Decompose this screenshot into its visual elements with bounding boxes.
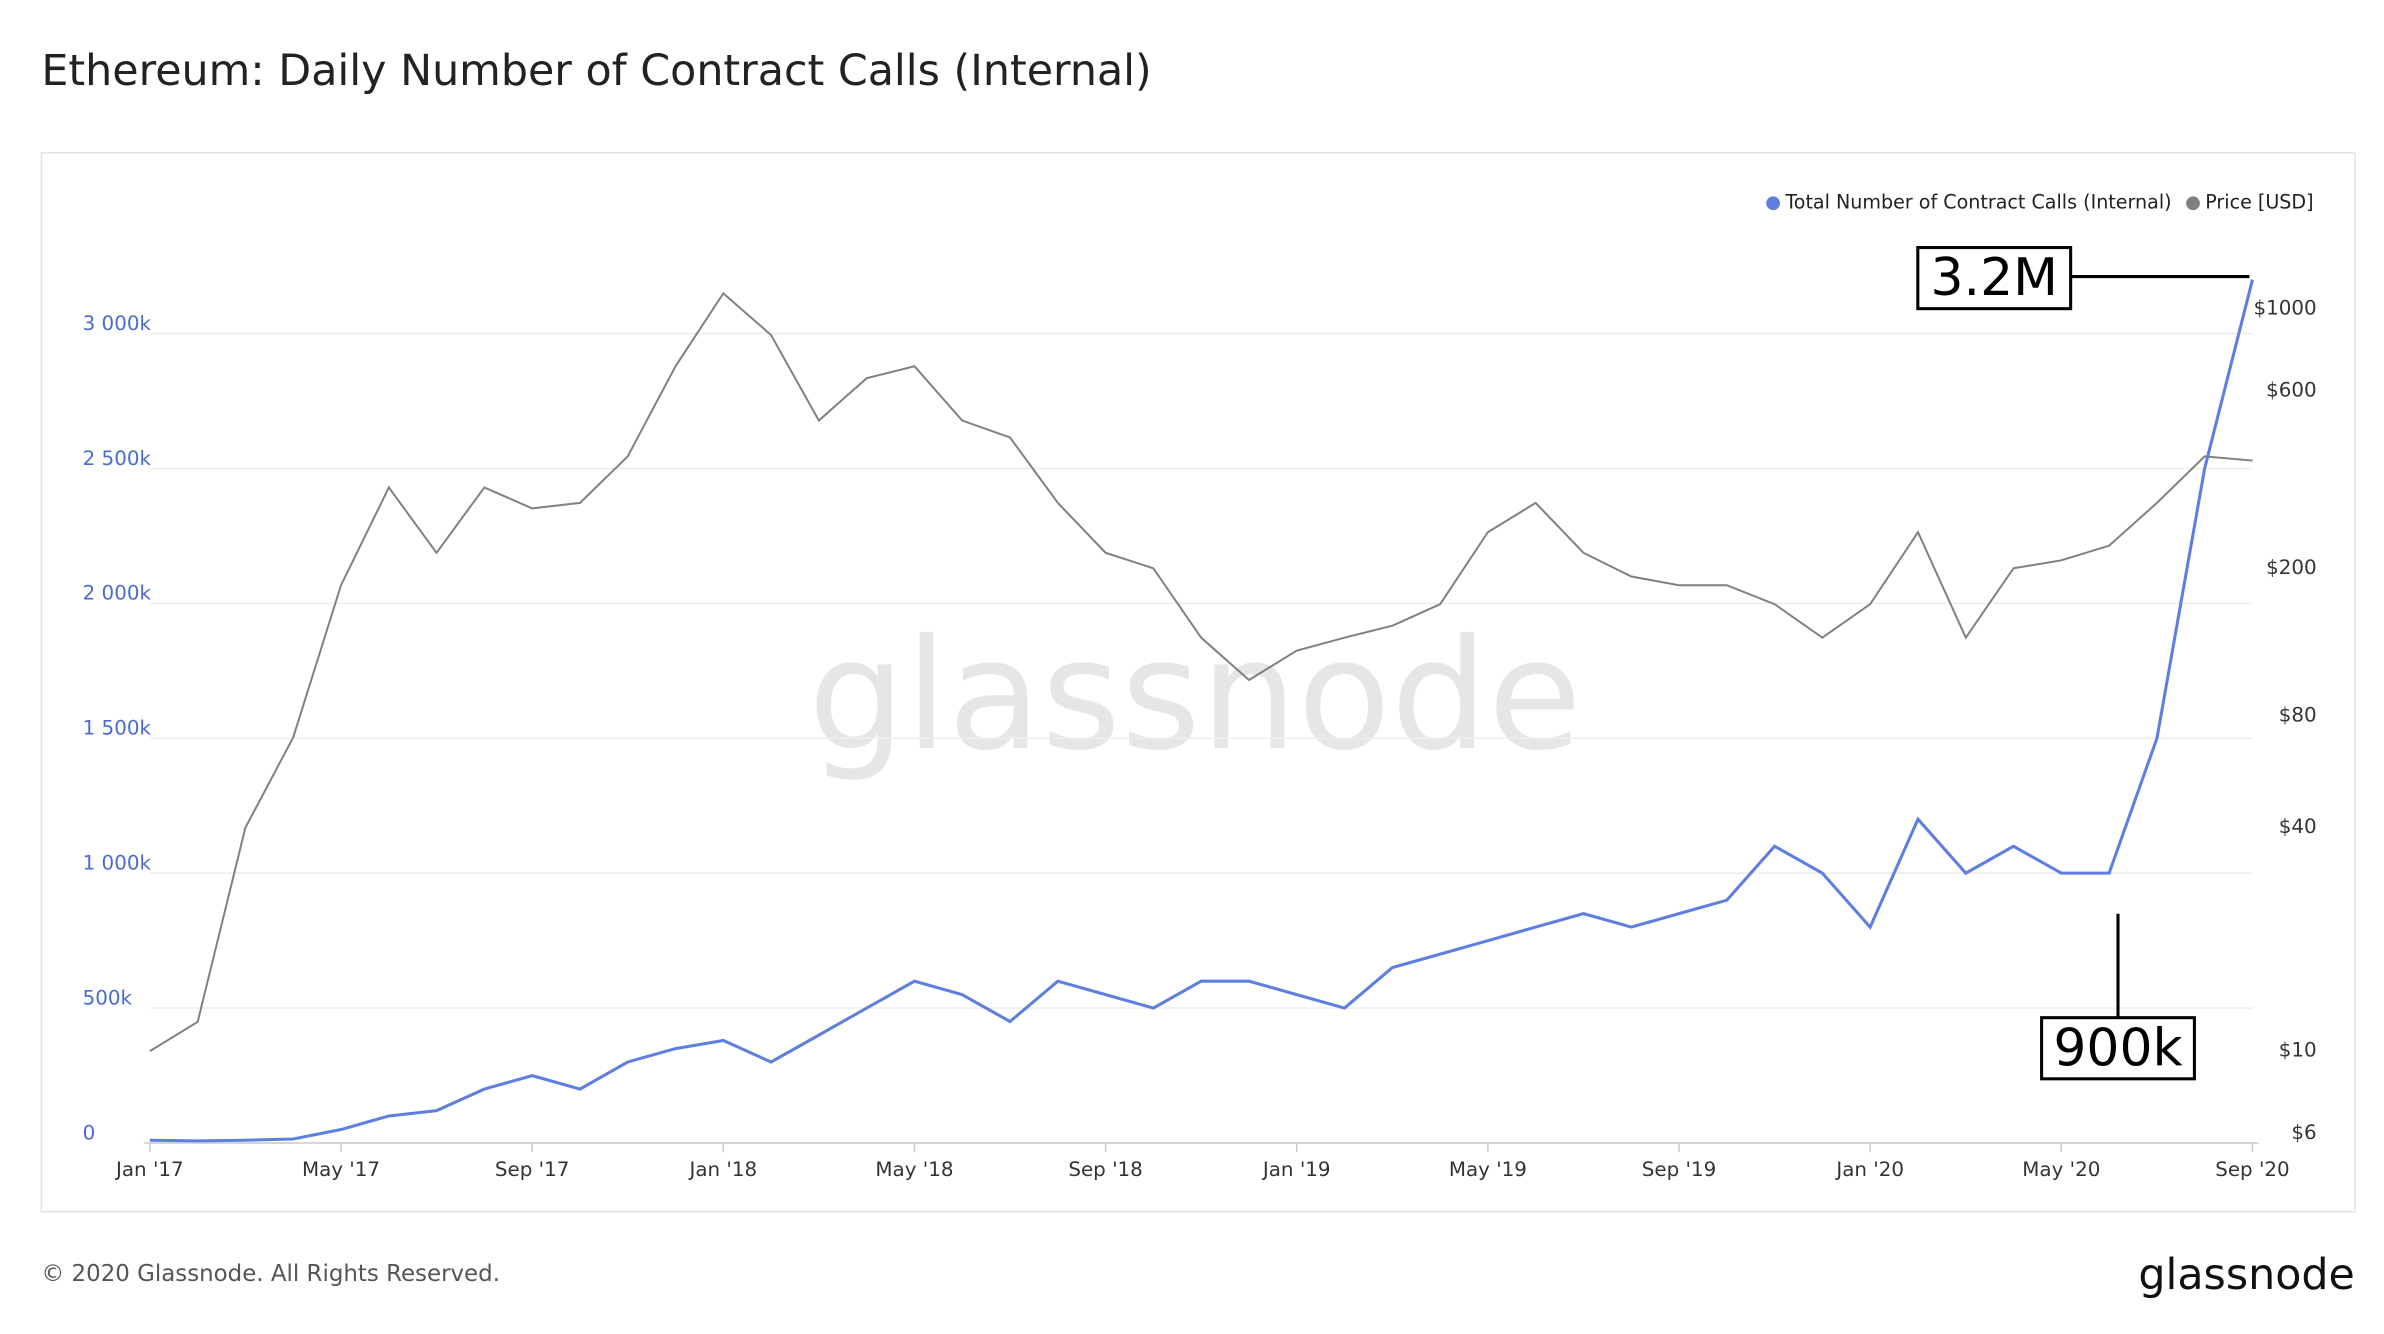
annotation-text: 900k	[2053, 1018, 2182, 1078]
y2-tick-label: $6	[2291, 1121, 2316, 1144]
y-tick-label: 1 000k	[83, 852, 152, 875]
legend-label: Price [USD]	[2205, 191, 2313, 214]
footer: © 2020 Glassnode. All Rights Reserved.	[41, 1261, 500, 1287]
y2-tick-label: $200	[2266, 556, 2317, 579]
x-tick-label: Jan '17	[114, 1158, 184, 1181]
series-line	[149, 279, 2254, 1143]
y-tick-label: 0	[83, 1121, 96, 1144]
x-tick-label: Jan '19	[1261, 1158, 1331, 1181]
legend-marker	[2186, 196, 2200, 211]
brand-logo: glassnode	[2138, 1250, 2355, 1300]
watermark: glassnode	[808, 607, 1582, 785]
x-tick-label: May '17	[302, 1158, 380, 1181]
x-tick-label: Sep '18	[1068, 1158, 1142, 1181]
chart-frame	[40, 152, 2356, 1213]
chart-title: Ethereum: Daily Number of Contract Calls…	[41, 46, 1151, 96]
y-tick-label: 500k	[83, 986, 133, 1009]
y2-tick-label: $40	[2279, 815, 2317, 838]
x-tick-label: Jan '20	[1834, 1158, 1904, 1181]
y-tick-label: 2 000k	[83, 582, 152, 605]
x-tick-label: Sep '17	[495, 1158, 569, 1181]
y-tick-label: 2 500k	[83, 447, 152, 470]
y2-tick-label: $600	[2266, 379, 2317, 402]
x-tick-label: May '19	[1449, 1158, 1527, 1181]
x-tick-label: May '18	[875, 1158, 953, 1181]
y2-tick-label: $80	[2279, 703, 2317, 726]
y-tick-label: 1 500k	[83, 717, 152, 740]
annotation-box	[2040, 1016, 2196, 1081]
annotation-box	[1916, 246, 2073, 311]
legend-marker	[1766, 196, 1781, 211]
y-tick-label: 3 000k	[83, 312, 152, 335]
y2-tick-label: $10	[2279, 1039, 2317, 1062]
y2-tick-label: $1000	[2253, 296, 2316, 319]
x-tick-label: Jan '18	[687, 1158, 757, 1181]
legend-label: Total Number of Contract Calls (Internal…	[1784, 191, 2171, 214]
annotation-text: 3.2M	[1931, 248, 2058, 308]
x-tick-label: Sep '20	[2215, 1158, 2289, 1181]
x-tick-label: Sep '19	[1642, 1158, 1716, 1181]
x-tick-label: May '20	[2022, 1158, 2100, 1181]
series-line	[149, 291, 2253, 1053]
